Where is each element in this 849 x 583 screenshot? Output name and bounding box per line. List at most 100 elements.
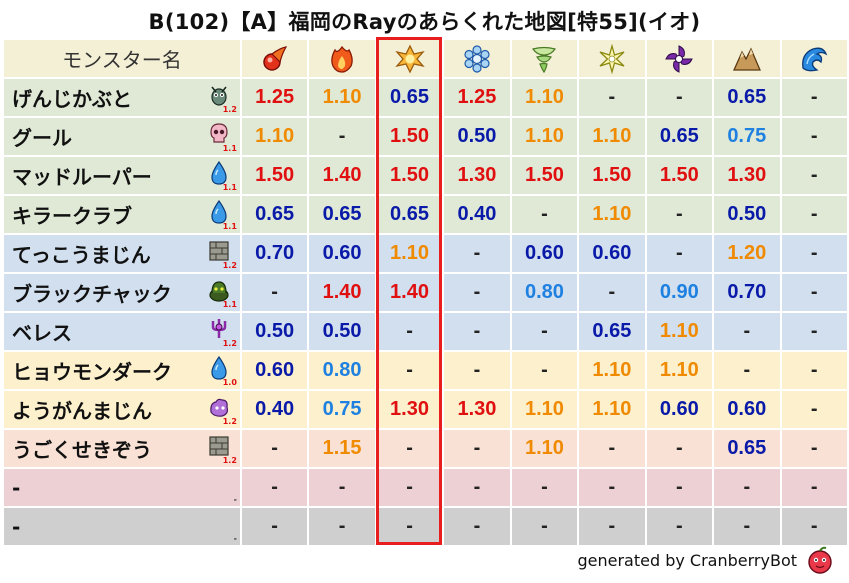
- monster-row: ベレス 1.2 0.50 0.50- - -0.65 1.10- -: [2, 311, 849, 352]
- resistance-value: 1.10: [644, 311, 715, 352]
- resistance-value: -: [779, 155, 849, 196]
- bagi-wind-icon: [532, 46, 557, 73]
- monster-row: ヒョウモンダーク 1.0 0.60 0.80- - -1.10 1.10- -: [2, 350, 849, 391]
- resistance-value: -: [442, 272, 512, 313]
- resistance-value: 1.10: [577, 194, 647, 235]
- resistance-value: 0.65: [644, 116, 715, 157]
- resistance-value: 0.65: [307, 194, 377, 235]
- monster-name-cell: てっこうまじん 1.2: [2, 233, 242, 274]
- monster-name-header: モンスター名: [2, 38, 242, 79]
- resistance-value: -: [307, 506, 377, 547]
- element-header: [712, 38, 782, 79]
- resistance-value: 1.50: [374, 116, 445, 157]
- element-header: [509, 38, 580, 79]
- resistance-value: 0.50: [712, 194, 782, 235]
- resistance-value: -: [779, 350, 849, 391]
- monster-name: ようがんまじん: [12, 399, 152, 423]
- mera-fire-orb-icon: [262, 45, 287, 71]
- resistance-value: -: [442, 506, 512, 547]
- monster-row: -----------: [2, 506, 849, 547]
- resistance-value: -: [779, 194, 849, 235]
- monster-name-cell: --: [2, 467, 242, 508]
- resistance-value: 0.60: [644, 389, 715, 430]
- resistance-value: 1.50: [374, 155, 445, 196]
- monster-level: -: [233, 534, 237, 543]
- resistance-value: -: [509, 311, 580, 352]
- resistance-value: -: [577, 428, 647, 469]
- monster-name-cell: げんじかぶと 1.2: [2, 77, 242, 118]
- hyado-ice-icon: [464, 44, 490, 73]
- resistance-value: -: [577, 506, 647, 547]
- resistance-value: 1.10: [577, 116, 647, 157]
- purple-blob-icon: [208, 394, 230, 420]
- resistance-value: 1.10: [239, 116, 310, 157]
- resistance-value: 1.10: [509, 428, 580, 469]
- monster-name: -: [12, 475, 21, 500]
- resistance-value: 0.65: [712, 77, 782, 118]
- resistance-value: -: [712, 467, 782, 508]
- resistance-value: -: [712, 506, 782, 547]
- resistance-value: -: [779, 467, 849, 508]
- brick-icon: [208, 433, 230, 459]
- resistance-value: -: [374, 350, 445, 391]
- resistance-table: モンスター名: [2, 38, 849, 547]
- monster-name: てっこうまじん: [12, 243, 151, 267]
- gira-flame-icon: [331, 45, 353, 73]
- resistance-value: -: [239, 428, 310, 469]
- beetle-icon: [208, 82, 230, 108]
- resistance-value: 0.50: [239, 311, 310, 352]
- resistance-value: -: [779, 272, 849, 313]
- resistance-value: 1.50: [644, 155, 715, 196]
- monster-name: うごくせきぞう: [12, 438, 152, 462]
- resistance-value: -: [307, 467, 377, 508]
- monster-level: 1.2: [222, 339, 237, 348]
- element-header: [374, 38, 445, 79]
- resistance-value: -: [779, 428, 849, 469]
- resistance-value: -: [239, 506, 310, 547]
- resistance-value: 1.30: [712, 155, 782, 196]
- cranberry-bot-icon: [808, 546, 832, 574]
- monster-level: 1.2: [222, 417, 237, 426]
- resistance-value: 1.20: [712, 233, 782, 274]
- resistance-value: -: [374, 467, 445, 508]
- resistance-value: -: [644, 194, 715, 235]
- resistance-value: 0.60: [577, 233, 647, 274]
- resistance-value: -: [509, 506, 580, 547]
- resistance-value: 1.10: [577, 350, 647, 391]
- resistance-value: 1.10: [509, 77, 580, 118]
- monster-row: -----------: [2, 467, 849, 508]
- resistance-value: -: [779, 311, 849, 352]
- resistance-value: -: [442, 311, 512, 352]
- monster-name: キラークラブ: [12, 204, 132, 228]
- resistance-value: -: [239, 467, 310, 508]
- monster-row: てっこうまじん 1.2 0.70 0.60 1.10-0.60 0.60-1.20-: [2, 233, 849, 274]
- resistance-value: 0.60: [239, 350, 310, 391]
- water-drop-icon: [208, 160, 230, 186]
- resistance-value: 0.50: [307, 311, 377, 352]
- brick-icon: [208, 238, 230, 264]
- resistance-value: -: [779, 77, 849, 118]
- resistance-value: -: [374, 311, 445, 352]
- resistance-value: -: [779, 233, 849, 274]
- monster-level: 1.2: [222, 456, 237, 465]
- demon-trident-icon: [208, 316, 230, 342]
- resistance-value: 1.30: [374, 389, 445, 430]
- resistance-value: 0.65: [374, 77, 445, 118]
- water-drop-icon: [208, 199, 230, 225]
- monster-name-cell: キラークラブ 1.1: [2, 194, 242, 235]
- monster-name-cell: マッドルーパー 1.1: [2, 155, 242, 196]
- element-header: [239, 38, 310, 79]
- monster-level: 1.2: [222, 261, 237, 270]
- resistance-value: -: [577, 272, 647, 313]
- resistance-value: 0.40: [239, 389, 310, 430]
- water-drop-icon: [208, 355, 230, 381]
- element-header: [442, 38, 512, 79]
- resistance-value: 1.10: [509, 116, 580, 157]
- element-header: [779, 38, 849, 79]
- resistance-value: 1.30: [442, 389, 512, 430]
- resistance-value: -: [644, 428, 715, 469]
- resistance-value: 1.10: [644, 350, 715, 391]
- resistance-value: 0.65: [374, 194, 445, 235]
- monster-name: げんじかぶと: [12, 87, 132, 111]
- resistance-value: 1.15: [307, 428, 377, 469]
